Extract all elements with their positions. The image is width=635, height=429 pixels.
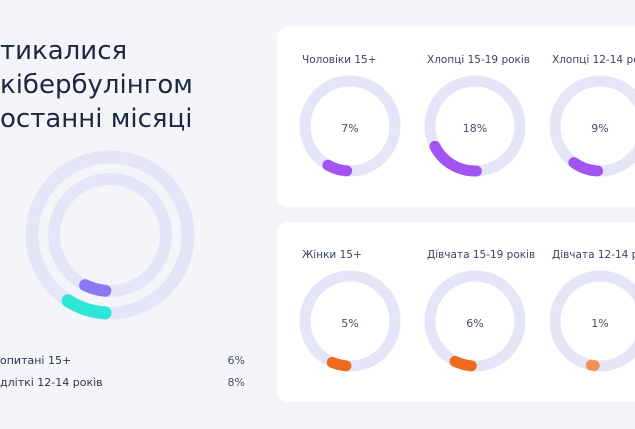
series-arc-inner xyxy=(79,279,112,297)
percent-value: 5% xyxy=(341,317,359,330)
legend-row: опитані 15+ 6% xyxy=(0,349,245,371)
series-arc-outer xyxy=(61,294,112,320)
category-label: Жінки 15+ xyxy=(302,249,362,261)
ring-track xyxy=(549,270,635,372)
female-stat-cell: Дівчата 15-19 років 6% xyxy=(402,222,535,402)
male-stats-card: Чоловіки 15+ 7% Хлопці 15-19 років 18% Х… xyxy=(277,27,635,207)
legend-value: 8% xyxy=(227,375,245,389)
legend-row: дліткі 12-14 років 8% xyxy=(0,371,245,393)
percent-value: 6% xyxy=(466,317,484,330)
male-stat-cell: Хлопці 12-14 рок 9% xyxy=(527,27,635,207)
page-title: тикалися кібербулінгом останні місяці xyxy=(0,34,270,136)
value-arc xyxy=(429,140,482,177)
male-stat-cell: Чоловіки 15+ 7% xyxy=(277,27,402,207)
legend-value: 6% xyxy=(227,353,245,367)
title-line-3: останні місяці xyxy=(0,104,193,134)
legend-label: опитані 15+ xyxy=(0,353,72,367)
percent-value: 9% xyxy=(591,122,609,135)
ring-track xyxy=(48,173,172,297)
summary-donut-chart xyxy=(25,150,195,320)
donut-ring xyxy=(299,270,401,372)
value-arc xyxy=(326,356,352,372)
donut-ring xyxy=(299,75,401,177)
summary-legend: опитані 15+ 6% дліткі 12-14 років 8% xyxy=(0,349,245,393)
category-label: Хлопці 12-14 рок xyxy=(552,54,635,66)
legend-label: дліткі 12-14 років xyxy=(0,375,103,389)
category-label: Дівчата 12-14 рок xyxy=(552,249,635,261)
title-line-2: кібербулінгом xyxy=(0,70,193,100)
value-arc xyxy=(568,157,604,177)
female-stat-cell: Жінки 15+ 5% xyxy=(277,222,402,402)
value-arc xyxy=(322,159,353,177)
donut-ring xyxy=(549,75,635,177)
male-stat-cell: Хлопці 15-19 років 18% xyxy=(402,27,530,207)
category-label: Хлопці 15-19 років xyxy=(427,54,530,66)
value-arc xyxy=(449,355,477,372)
female-stat-cell: Дівчата 12-14 рок 1% xyxy=(527,222,635,402)
percent-value: 1% xyxy=(591,317,609,330)
category-label: Чоловіки 15+ xyxy=(302,54,377,66)
title-line-1: тикалися xyxy=(0,36,128,66)
category-label: Дівчата 15-19 років xyxy=(427,249,536,261)
donut-ring xyxy=(549,270,635,372)
percent-value: 18% xyxy=(462,122,488,135)
percent-value: 7% xyxy=(341,122,359,135)
donut-ring xyxy=(424,75,526,177)
female-stats-card: Жінки 15+ 5% Дівчата 15-19 років 6% Дівч… xyxy=(277,222,635,402)
donut-ring xyxy=(424,270,526,372)
